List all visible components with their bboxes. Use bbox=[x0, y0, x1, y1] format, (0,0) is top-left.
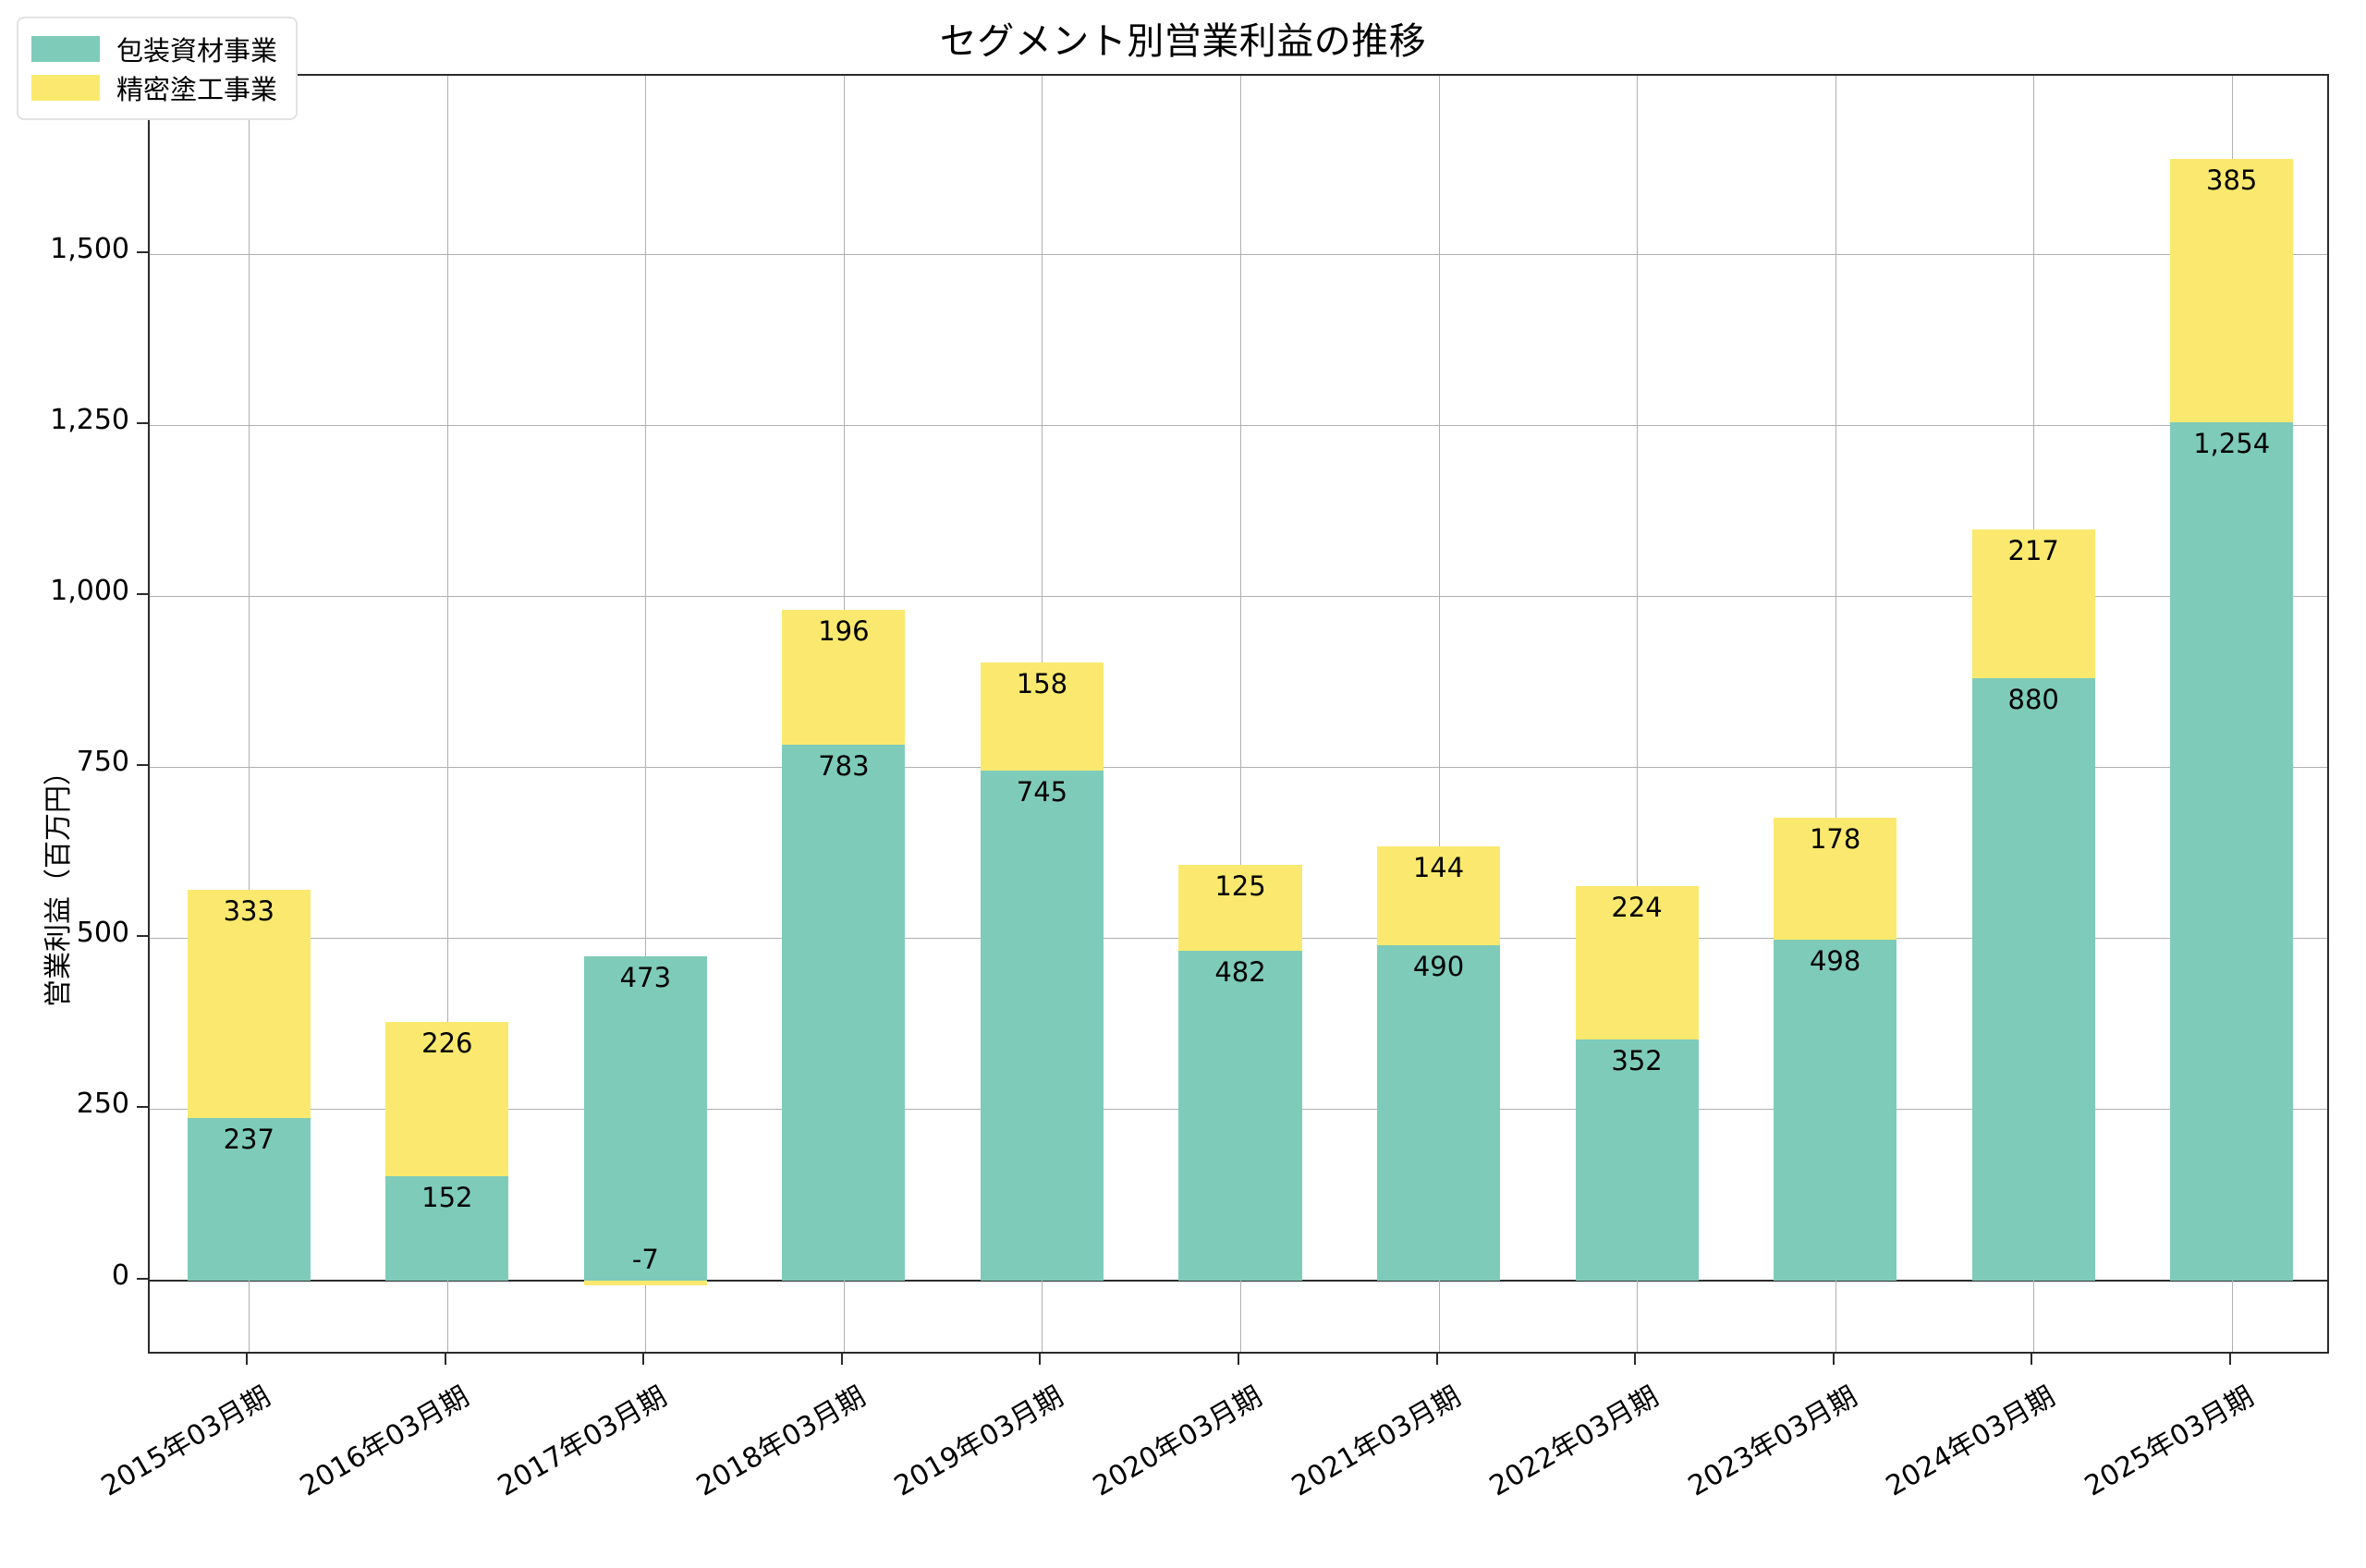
y-axis-tick-mark bbox=[137, 764, 148, 767]
x-axis-tick-label: 2016年03月期 bbox=[294, 1380, 475, 1503]
bar-segment-packaging[interactable] bbox=[1377, 944, 1501, 1281]
gridline-vertical bbox=[1637, 76, 1638, 1352]
bar-group[interactable]: 783 196 bbox=[782, 76, 906, 1355]
gridline-vertical bbox=[249, 76, 250, 1352]
bar-segment-coating[interactable] bbox=[1971, 529, 2095, 678]
bar-segment-coating[interactable] bbox=[385, 1021, 509, 1176]
x-axis-tick-label: 2020年03月期 bbox=[1087, 1380, 1268, 1503]
y-axis-tick-mark bbox=[137, 935, 148, 938]
bar-segment-coating[interactable] bbox=[1377, 845, 1501, 945]
x-axis-tick-label: 2022年03月期 bbox=[1483, 1380, 1665, 1503]
gridline-horizontal bbox=[150, 595, 2327, 597]
bar-segment-coating[interactable] bbox=[1178, 864, 1302, 951]
legend-label: 精密塗工事業 bbox=[116, 74, 278, 105]
legend-item[interactable]: 精密塗工事業 bbox=[31, 68, 277, 107]
plot-area: 237 333 152 226 473 -7 783 196 745 158 482 125 490 14… bbox=[148, 74, 2329, 1354]
y-axis-tick-mark bbox=[137, 1106, 148, 1109]
gridline-vertical bbox=[1835, 76, 1836, 1352]
bar-segment-coating[interactable] bbox=[2170, 158, 2294, 422]
bar-group[interactable]: 152 226 bbox=[385, 76, 509, 1355]
bar-segment-coating[interactable] bbox=[583, 1280, 707, 1285]
x-axis-tick-label: 2019年03月期 bbox=[889, 1380, 1069, 1503]
x-axis-tick-mark bbox=[1634, 1354, 1637, 1365]
bar-group[interactable]: 237 333 bbox=[187, 76, 311, 1355]
gridline-vertical bbox=[447, 76, 448, 1352]
x-axis-tick-mark bbox=[840, 1354, 843, 1365]
y-axis-tick-mark bbox=[137, 1277, 148, 1280]
bar-group[interactable]: 880 217 bbox=[1971, 76, 2095, 1355]
bar-segment-coating[interactable] bbox=[1575, 885, 1699, 1039]
y-axis-tick-mark bbox=[137, 592, 148, 595]
gridline-horizontal bbox=[150, 253, 2327, 255]
y-axis-tick-mark bbox=[137, 250, 148, 253]
x-axis-tick-mark bbox=[1039, 1354, 1042, 1365]
legend-swatch-icon bbox=[31, 75, 100, 101]
y-axis-tick-label: 0 bbox=[111, 1258, 129, 1292]
legend-item[interactable]: 包装資材事業 bbox=[31, 30, 277, 68]
bar-segment-coating[interactable] bbox=[187, 890, 311, 1118]
x-axis-tick-label: 2023年03月期 bbox=[1682, 1380, 1863, 1503]
bar-segment-packaging[interactable] bbox=[1178, 950, 1302, 1281]
chart-legend: 包装資材事業 精密塗工事業 bbox=[17, 17, 299, 120]
legend-swatch-icon bbox=[31, 36, 100, 62]
x-axis-tick-label: 2021年03月期 bbox=[1286, 1380, 1467, 1503]
bar-group[interactable]: 482 125 bbox=[1178, 76, 1302, 1355]
legend-label: 包装資材事業 bbox=[116, 35, 278, 67]
zero-baseline bbox=[150, 1279, 2327, 1282]
x-axis-tick-label: 2024年03月期 bbox=[1881, 1380, 2061, 1503]
y-axis-tick-mark bbox=[137, 421, 148, 424]
bar-group[interactable]: 490 144 bbox=[1377, 76, 1501, 1355]
y-axis-tick-label: 1,000 bbox=[50, 574, 129, 607]
bar-segment-coating[interactable] bbox=[1774, 817, 1897, 940]
bar-group[interactable]: 473 -7 bbox=[583, 76, 707, 1355]
x-axis-tick-mark bbox=[2031, 1354, 2033, 1365]
gridline-horizontal bbox=[150, 424, 2327, 426]
bar-segment-packaging[interactable] bbox=[1774, 939, 1897, 1281]
bar-segment-packaging[interactable] bbox=[1971, 677, 2095, 1281]
x-axis-tick-label: 2017年03月期 bbox=[493, 1380, 673, 1503]
x-axis-tick-label: 2018年03月期 bbox=[690, 1380, 872, 1503]
y-axis-tick-label: 250 bbox=[76, 1088, 129, 1121]
bar-group[interactable]: 745 158 bbox=[980, 76, 1104, 1355]
y-axis-tick-label: 750 bbox=[76, 746, 129, 779]
bar-segment-packaging[interactable] bbox=[187, 1117, 311, 1281]
y-axis-label: 営業利益（百万円） bbox=[43, 758, 75, 1007]
bar-group[interactable]: 1,254 385 bbox=[2170, 76, 2294, 1355]
bar-segment-packaging[interactable] bbox=[583, 956, 707, 1281]
y-axis-tick-label: 1,250 bbox=[50, 403, 129, 436]
x-axis-tick-mark bbox=[444, 1354, 446, 1365]
bar-segment-coating[interactable] bbox=[980, 662, 1104, 771]
x-axis-tick-mark bbox=[2228, 1354, 2231, 1365]
x-axis-tick-mark bbox=[642, 1354, 645, 1365]
y-axis-tick-label: 500 bbox=[76, 917, 129, 950]
bar-segment-packaging[interactable] bbox=[782, 744, 906, 1281]
x-axis-tick-mark bbox=[1435, 1354, 1438, 1365]
bar-segment-packaging[interactable] bbox=[980, 770, 1104, 1281]
bar-group[interactable]: 498 178 bbox=[1774, 76, 1897, 1355]
plot-inner: 237 333 152 226 473 -7 783 196 745 158 482 125 490 14… bbox=[150, 76, 2327, 1352]
gridline-vertical bbox=[1439, 76, 1440, 1352]
x-axis-tick-mark bbox=[246, 1354, 249, 1365]
gridline-vertical bbox=[1240, 76, 1241, 1352]
bar-segment-coating[interactable] bbox=[782, 610, 906, 745]
bar-segment-packaging[interactable] bbox=[2170, 421, 2294, 1281]
x-axis-tick-mark bbox=[1832, 1354, 1835, 1365]
bar-segment-packaging[interactable] bbox=[1575, 1039, 1699, 1281]
page-title: セグメント別営業利益の推移 bbox=[939, 20, 1427, 63]
gridline-vertical bbox=[645, 76, 646, 1352]
y-axis-tick-label: 1,500 bbox=[50, 232, 129, 265]
x-axis-tick-label: 2015年03月期 bbox=[96, 1380, 276, 1503]
bar-segment-packaging[interactable] bbox=[385, 1175, 509, 1281]
bar-group[interactable]: 352 224 bbox=[1575, 76, 1699, 1355]
x-axis-tick-mark bbox=[1238, 1354, 1239, 1365]
gridline-horizontal bbox=[150, 767, 2327, 769]
x-axis-tick-label: 2025年03月期 bbox=[2079, 1380, 2260, 1503]
